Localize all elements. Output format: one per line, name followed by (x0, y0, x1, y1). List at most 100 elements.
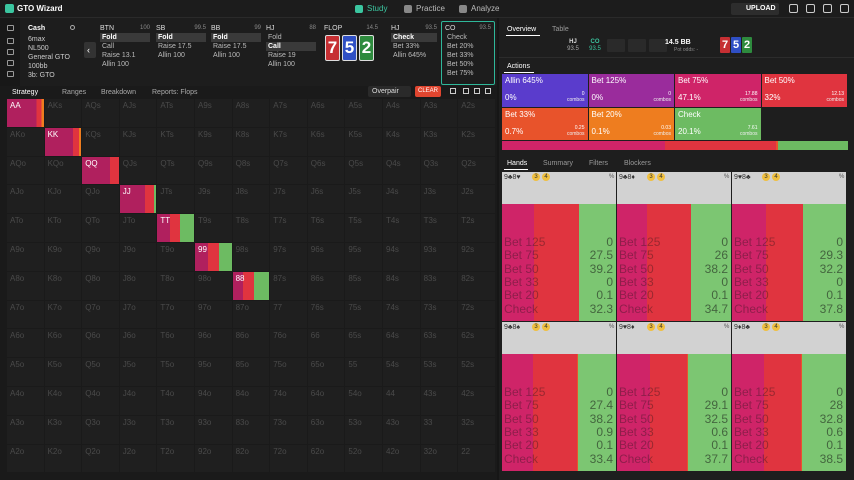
hand-cell[interactable]: JTo (119, 214, 157, 242)
hand-cell[interactable]: K4o (44, 387, 82, 415)
action-option[interactable]: Allin 100 (158, 52, 185, 59)
action-option[interactable]: Bet 33% (393, 43, 420, 50)
side-icon[interactable] (7, 25, 14, 31)
hand-cell[interactable]: 97o (195, 300, 232, 329)
hand-cell[interactable]: 87s (270, 271, 307, 300)
hand-cell[interactable]: 43o (383, 415, 420, 444)
hand-cell[interactable]: Q7o (82, 300, 119, 329)
action-option[interactable]: Call (102, 43, 115, 50)
hand-cell[interactable]: 63o (307, 415, 345, 444)
hand-cell[interactable]: A8s (232, 99, 270, 127)
hand-cell[interactable]: KTs (157, 127, 194, 156)
hand-cell[interactable]: 87o (232, 300, 270, 329)
hand-cell[interactable]: 75o (270, 358, 307, 386)
hand-cell[interactable]: J2o (119, 444, 157, 473)
hand-cell[interactable]: 44 (383, 387, 420, 415)
hand-cell[interactable]: T3s (420, 214, 458, 242)
hand-cell[interactable]: Q8s (232, 156, 270, 185)
action-cell[interactable] (502, 107, 588, 140)
panel-tab[interactable]: Overview (507, 26, 537, 33)
hand-cell[interactable]: K8s (232, 127, 270, 156)
hand-cell[interactable]: 43s (420, 387, 458, 415)
hand-cell[interactable]: T7o (157, 300, 194, 329)
hand-cell[interactable]: J7o (119, 300, 157, 329)
view-icon[interactable] (474, 88, 480, 94)
action-cell[interactable] (675, 74, 761, 107)
hand-cell[interactable]: 75s (345, 300, 382, 329)
hand-cell[interactable]: J4o (119, 387, 157, 415)
hand-cell[interactable]: 77 (270, 300, 307, 329)
hand-cell[interactable]: 76o (270, 329, 307, 358)
hand-cell[interactable]: J5s (345, 185, 382, 214)
action-option[interactable]: Fold (268, 34, 282, 41)
upload-button[interactable] (731, 3, 779, 15)
hand-cell[interactable]: K9s (195, 127, 232, 156)
hand-cell[interactable]: 53o (345, 415, 382, 444)
hand-cell[interactable]: 72s (458, 300, 495, 329)
hand-cell[interactable]: Q4o (82, 387, 119, 415)
action-option[interactable]: Bet 20% (447, 43, 474, 50)
hand-cell[interactable]: T9s (195, 214, 232, 242)
action-option[interactable]: Bet 50% (447, 61, 474, 68)
hand-cell[interactable]: 84s (383, 271, 420, 300)
action-cell[interactable] (761, 74, 847, 107)
hand-cell[interactable]: QTo (82, 214, 119, 242)
hand-cell[interactable]: 63s (420, 329, 458, 358)
hand-cell[interactable]: 55 (345, 358, 382, 386)
hand-cell[interactable]: Q2s (458, 156, 495, 185)
hand-cell[interactable]: A4o (7, 387, 44, 415)
action-option[interactable]: Raise 13.1 (102, 52, 136, 59)
nav-item[interactable]: Practice (416, 4, 445, 13)
hand-cell[interactable]: 85s (345, 271, 382, 300)
side-icon[interactable] (7, 38, 14, 44)
hand-cell[interactable]: 74s (383, 300, 420, 329)
hand-cell[interactable]: 64o (307, 387, 345, 415)
hand-cell[interactable]: AA (7, 99, 44, 127)
view-icon[interactable] (485, 88, 491, 94)
action-cell[interactable] (675, 107, 761, 140)
toolbar-icon[interactable] (789, 4, 798, 13)
side-icon[interactable] (7, 60, 14, 66)
hand-cell[interactable]: T8s (232, 214, 270, 242)
hand-cell[interactable]: 96o (195, 329, 232, 358)
hand-cell[interactable]: J3o (119, 415, 157, 444)
hand-cell[interactable]: A3s (420, 99, 458, 127)
action-option[interactable]: Fold (211, 33, 261, 42)
hand-cell[interactable]: KJo (44, 185, 82, 214)
hand-cell[interactable]: 54s (383, 358, 420, 386)
hand-cell[interactable]: AQs (82, 99, 119, 127)
hand-cell[interactable]: J3s (420, 185, 458, 214)
filter-chip[interactable] (368, 86, 411, 97)
action-option[interactable]: Allin 100 (213, 52, 240, 59)
hand-cell[interactable]: 92s (458, 243, 495, 271)
hand-cell[interactable]: 92o (195, 444, 232, 473)
hand-cell[interactable]: Q5s (345, 156, 382, 185)
hand-cell[interactable]: K6o (44, 329, 82, 358)
toolbar-tab[interactable]: Strategy (12, 89, 39, 96)
hand-cell[interactable]: 76s (307, 300, 345, 329)
hand-cell[interactable]: 42o (383, 444, 420, 473)
hand-cell[interactable]: 42s (458, 387, 495, 415)
hand-cell[interactable]: T2s (458, 214, 495, 242)
action-cell[interactable] (588, 107, 674, 140)
action-option[interactable]: Bet 33% (447, 52, 474, 59)
hand-cell[interactable]: ATo (7, 214, 44, 242)
hand-cell[interactable]: 82s (458, 271, 495, 300)
hand-cell[interactable]: 97s (270, 243, 307, 271)
hand-cell[interactable]: KK (44, 127, 82, 156)
hand-cell[interactable]: A4s (383, 99, 420, 127)
hand-cell[interactable]: Q6s (307, 156, 345, 185)
action-option[interactable]: Raise 19 (268, 52, 296, 59)
hand-cell[interactable]: AQo (7, 156, 44, 185)
hand-cell[interactable]: 98s (232, 243, 270, 271)
toolbar-icon[interactable] (806, 4, 815, 13)
hand-cell[interactable]: AJs (119, 99, 157, 127)
hand-cell[interactable]: 74o (270, 387, 307, 415)
hand-cell[interactable]: A5s (345, 99, 382, 127)
hand-cell[interactable]: 83o (232, 415, 270, 444)
hand-cell[interactable]: T3o (157, 415, 194, 444)
hand-cell[interactable]: J2s (458, 185, 495, 214)
action-option[interactable]: Call (266, 42, 316, 51)
hand-cell[interactable]: A2o (7, 444, 44, 473)
hand-cell[interactable]: 73s (420, 300, 458, 329)
